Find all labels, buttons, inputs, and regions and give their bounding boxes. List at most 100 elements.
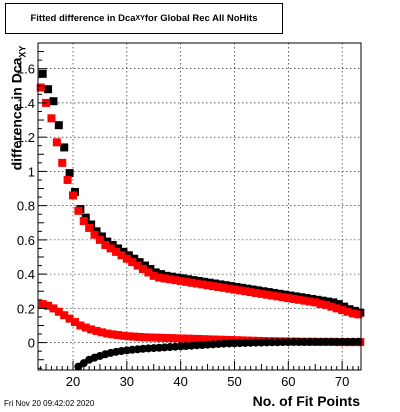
data-point-red-low — [103, 329, 112, 338]
data-point-red-upper — [68, 191, 77, 200]
data-point-red-upper — [322, 300, 331, 309]
data-point-red-low — [162, 333, 171, 342]
data-point-black-upper — [65, 169, 74, 178]
data-point-red-upper — [273, 292, 282, 301]
data-point-red-upper — [268, 291, 277, 300]
data-point-black-upper — [60, 143, 69, 152]
data-point-red-low — [167, 334, 176, 343]
data-point-red-upper — [47, 114, 56, 123]
y-axis-label-subscript: XY — [17, 45, 28, 58]
footer-date: Fri Nov 20 09:42:02 2020 — [4, 399, 95, 408]
y-axis-label: difference in DcaXY — [9, 46, 28, 171]
data-point-red-upper — [182, 277, 191, 286]
data-point-red-upper — [165, 275, 174, 284]
data-point-red-low — [151, 333, 160, 342]
data-point-red-low — [194, 335, 203, 344]
y-tick-label: 0.4 — [17, 267, 35, 282]
data-point-red-upper — [144, 268, 153, 277]
data-point-red-low — [130, 332, 139, 341]
data-point-red-upper — [187, 278, 196, 287]
data-point-red-upper — [117, 251, 126, 260]
data-point-red-upper — [192, 279, 201, 288]
data-point-black-upper — [44, 85, 53, 94]
data-point-red-low — [135, 332, 144, 341]
data-point-red-low — [114, 331, 123, 340]
data-point-red-upper — [63, 175, 72, 184]
data-point-red-upper — [85, 223, 94, 232]
data-point-red-upper — [354, 310, 363, 319]
data-point-red-low — [140, 333, 149, 342]
data-point-red-low — [44, 301, 53, 310]
data-point-red-low — [173, 334, 182, 343]
data-point-red-low — [221, 335, 230, 344]
data-point-red-upper — [52, 138, 61, 147]
data-point-red-low — [178, 334, 187, 343]
data-point-red-low — [157, 333, 166, 342]
data-point-red-upper — [138, 264, 147, 273]
data-point-red-upper — [122, 254, 131, 263]
data-point-red-low — [60, 311, 69, 320]
data-point-red-upper — [311, 298, 320, 307]
data-point-red-upper — [106, 244, 115, 253]
data-point-red-upper — [95, 235, 104, 244]
data-point-red-low — [108, 330, 117, 339]
data-point-red-upper — [284, 294, 293, 303]
data-point-red-upper — [241, 287, 250, 296]
x-tick-label: 40 — [173, 374, 187, 389]
grid-lines — [38, 43, 361, 370]
data-point-red-upper — [257, 289, 266, 298]
data-point-red-upper — [305, 297, 314, 306]
data-point-black-upper — [54, 121, 63, 130]
data-point-red-upper — [219, 283, 228, 292]
data-point-red-low — [87, 325, 96, 334]
y-tick-label: 0.8 — [17, 199, 35, 214]
x-tick-label: 30 — [120, 374, 134, 389]
y-tick-label: 1.6 — [17, 62, 35, 77]
data-point-red-upper — [295, 295, 304, 304]
data-point-red-low — [184, 334, 193, 343]
data-point-red-upper — [90, 230, 99, 239]
y-tick-label: 1.4 — [17, 96, 35, 111]
data-point-red-low — [210, 335, 219, 344]
x-axis-label: No. of Fit Points — [252, 393, 360, 409]
data-point-red-upper — [112, 247, 121, 256]
data-point-red-upper — [348, 309, 357, 318]
data-point-red-low — [146, 333, 155, 342]
data-point-red-upper — [252, 288, 261, 297]
data-point-red-upper — [343, 307, 352, 316]
title-prefix: Fitted difference in Dca — [30, 13, 136, 24]
data-point-red-low — [216, 335, 225, 344]
data-point-black-upper — [38, 69, 47, 78]
x-tick-label: 50 — [227, 374, 241, 389]
axis-ticks: 20 30 40 50 60 70 0 0.2 0.4 0.6 0.8 1 1.2 1.4 1.6 — [17, 42, 359, 389]
data-point-red-upper — [155, 273, 164, 282]
data-point-red-upper — [203, 281, 212, 290]
data-point-black-low — [354, 337, 363, 346]
data-point-red-upper — [262, 290, 271, 299]
chart-title: Fitted difference in Dca XY for Global Re… — [5, 3, 283, 34]
data-point-red-upper — [300, 296, 309, 305]
data-point-red-upper — [160, 274, 169, 283]
x-tick-label: 20 — [66, 374, 80, 389]
data-point-red-upper — [327, 302, 336, 311]
y-tick-label: 1 — [28, 164, 35, 179]
data-point-red-low — [124, 332, 133, 341]
data-point-red-upper — [36, 83, 45, 92]
data-point-black-upper — [49, 97, 58, 106]
data-point-red-low — [49, 304, 58, 313]
data-point-red-low — [200, 335, 209, 344]
data-point-red-upper — [176, 276, 185, 285]
data-point-red-low — [205, 335, 214, 344]
title-suffix: for Global Rec All NoHits — [144, 13, 258, 24]
y-tick-label: 1.2 — [17, 130, 35, 145]
data-point-red-low — [81, 323, 90, 332]
y-tick-label: 0 — [28, 336, 35, 351]
data-point-red-low — [65, 314, 74, 323]
data-point-red-low — [76, 321, 85, 330]
data-point-red-upper — [230, 285, 239, 294]
data-point-red-upper — [149, 271, 158, 280]
data-point-red-upper — [214, 282, 223, 291]
data-point-red-upper — [332, 304, 341, 313]
data-point-red-upper — [208, 282, 217, 291]
data-point-red-low — [54, 307, 63, 316]
